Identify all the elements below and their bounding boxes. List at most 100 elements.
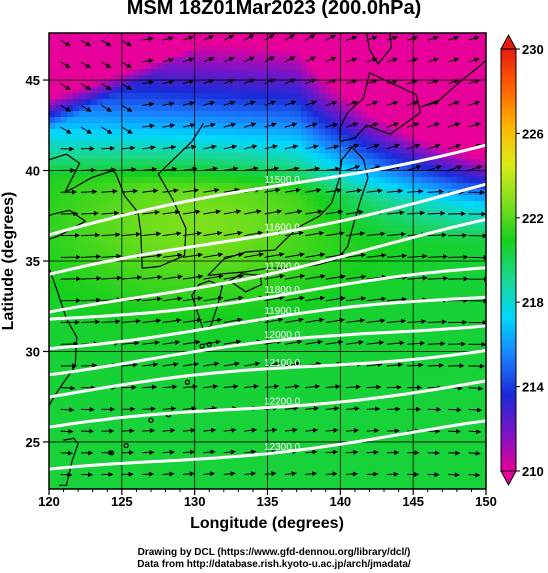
wind-arrow	[182, 317, 202, 324]
x-tick-label: 140	[329, 494, 351, 509]
wind-arrow	[182, 57, 195, 63]
wind-arrow	[101, 210, 120, 216]
wind-arrow	[162, 231, 182, 237]
contour-line	[49, 218, 486, 314]
wind-arrow	[101, 188, 118, 194]
wind-arrow	[203, 79, 215, 85]
wind-arrow	[305, 166, 320, 172]
wind-arrow	[101, 126, 113, 134]
wind-arrow	[182, 361, 200, 367]
wind-arrow	[346, 57, 358, 63]
wind-arrow	[305, 405, 319, 411]
wind-arrow	[80, 126, 92, 134]
wind-arrow	[162, 101, 175, 107]
wind-arrow	[366, 296, 387, 302]
coastline-island	[206, 341, 212, 347]
wind-arrow	[244, 471, 256, 477]
wind-arrow	[386, 318, 407, 324]
wind-arrow	[305, 384, 321, 390]
colorbar-body	[500, 48, 517, 472]
x-tick-label: 150	[475, 494, 497, 509]
wind-arrow	[121, 275, 143, 281]
wind-arrow	[325, 317, 345, 324]
wind-arrow	[386, 143, 400, 150]
wind-arrow	[264, 384, 280, 389]
credit-line-1: Drawing by DCL (https://www.gfd-dennou.o…	[137, 547, 411, 558]
wind-arrow	[203, 339, 221, 345]
wind-arrow	[142, 318, 162, 324]
chart-svg: 11500.0 11600.0 11700.0 11800.0 11900.0 12000…	[0, 32, 544, 532]
wind-arrow	[101, 83, 112, 91]
wind-arrow	[223, 471, 236, 477]
wind-arrow	[60, 83, 71, 91]
wind-arrow	[142, 428, 155, 434]
wind-arrow	[162, 384, 178, 390]
wind-arrow	[284, 295, 305, 302]
wind-arrow	[386, 57, 399, 63]
wind-arrow	[468, 79, 480, 85]
wind-arrow	[366, 340, 385, 346]
wind-arrow	[366, 384, 382, 390]
contour-line	[49, 295, 486, 351]
wind-arrow	[81, 210, 99, 216]
wind-arrow	[121, 188, 139, 194]
wind-arrow	[80, 104, 92, 112]
wind-arrow	[203, 427, 217, 433]
wind-arrow	[223, 273, 244, 280]
wind-arrow	[101, 145, 116, 151]
wind-arrow	[142, 166, 157, 172]
wind-arrow	[325, 166, 341, 172]
wind-arrow	[284, 100, 297, 106]
wind-arrow	[142, 253, 163, 259]
wind-arrow	[142, 80, 154, 86]
wind-arrow	[346, 100, 358, 106]
wind-arrow	[244, 166, 259, 172]
wind-arrow	[366, 406, 381, 412]
coastline-island	[123, 442, 129, 449]
wind-arrow	[223, 384, 239, 390]
x-tick-label: 130	[184, 494, 206, 509]
wind-arrow	[407, 340, 426, 346]
wind-arrow	[284, 122, 298, 128]
wind-arrow	[468, 122, 481, 128]
wind-arrow	[203, 100, 216, 106]
wind-arrow	[162, 36, 174, 41]
wind-arrow	[366, 253, 387, 259]
wind-arrow	[305, 274, 326, 280]
wind-arrow	[305, 295, 326, 302]
y-tick-label: 30	[26, 344, 40, 359]
wind-arrow	[203, 187, 220, 193]
wind-arrow	[346, 274, 367, 280]
wind-arrow	[121, 126, 133, 134]
wind-arrow	[386, 231, 407, 237]
wind-arrow	[162, 361, 179, 367]
wind-arrow	[182, 231, 202, 237]
contour-label: 11600.0	[264, 222, 300, 233]
wind-arrow	[101, 104, 112, 112]
wind-arrow	[244, 384, 259, 389]
wind-arrow	[121, 318, 141, 324]
wind-arrow	[203, 295, 224, 302]
wind-arrow	[162, 123, 176, 129]
wind-arrow	[407, 122, 420, 128]
wind-arrow	[264, 144, 278, 150]
wind-arrow	[101, 232, 121, 238]
wind-arrow	[366, 428, 380, 434]
wind-arrow	[244, 449, 257, 455]
wind-arrow	[60, 407, 75, 413]
wind-arrow	[142, 123, 155, 129]
wind-arrow	[223, 339, 242, 345]
wind-arrow	[305, 339, 323, 345]
wind-arrow	[203, 405, 217, 411]
wind-arrow	[366, 79, 378, 85]
wind-arrow	[60, 104, 72, 112]
wind-arrow	[468, 57, 480, 63]
wind-arrow	[427, 100, 440, 106]
wind-arrow	[447, 122, 461, 128]
wind-arrow	[427, 319, 447, 325]
wind-arrow	[264, 187, 281, 193]
contour-label: 11500.0	[264, 175, 300, 186]
wind-arrow	[305, 144, 319, 150]
wind-arrow	[142, 231, 162, 237]
wind-arrow	[346, 384, 361, 390]
